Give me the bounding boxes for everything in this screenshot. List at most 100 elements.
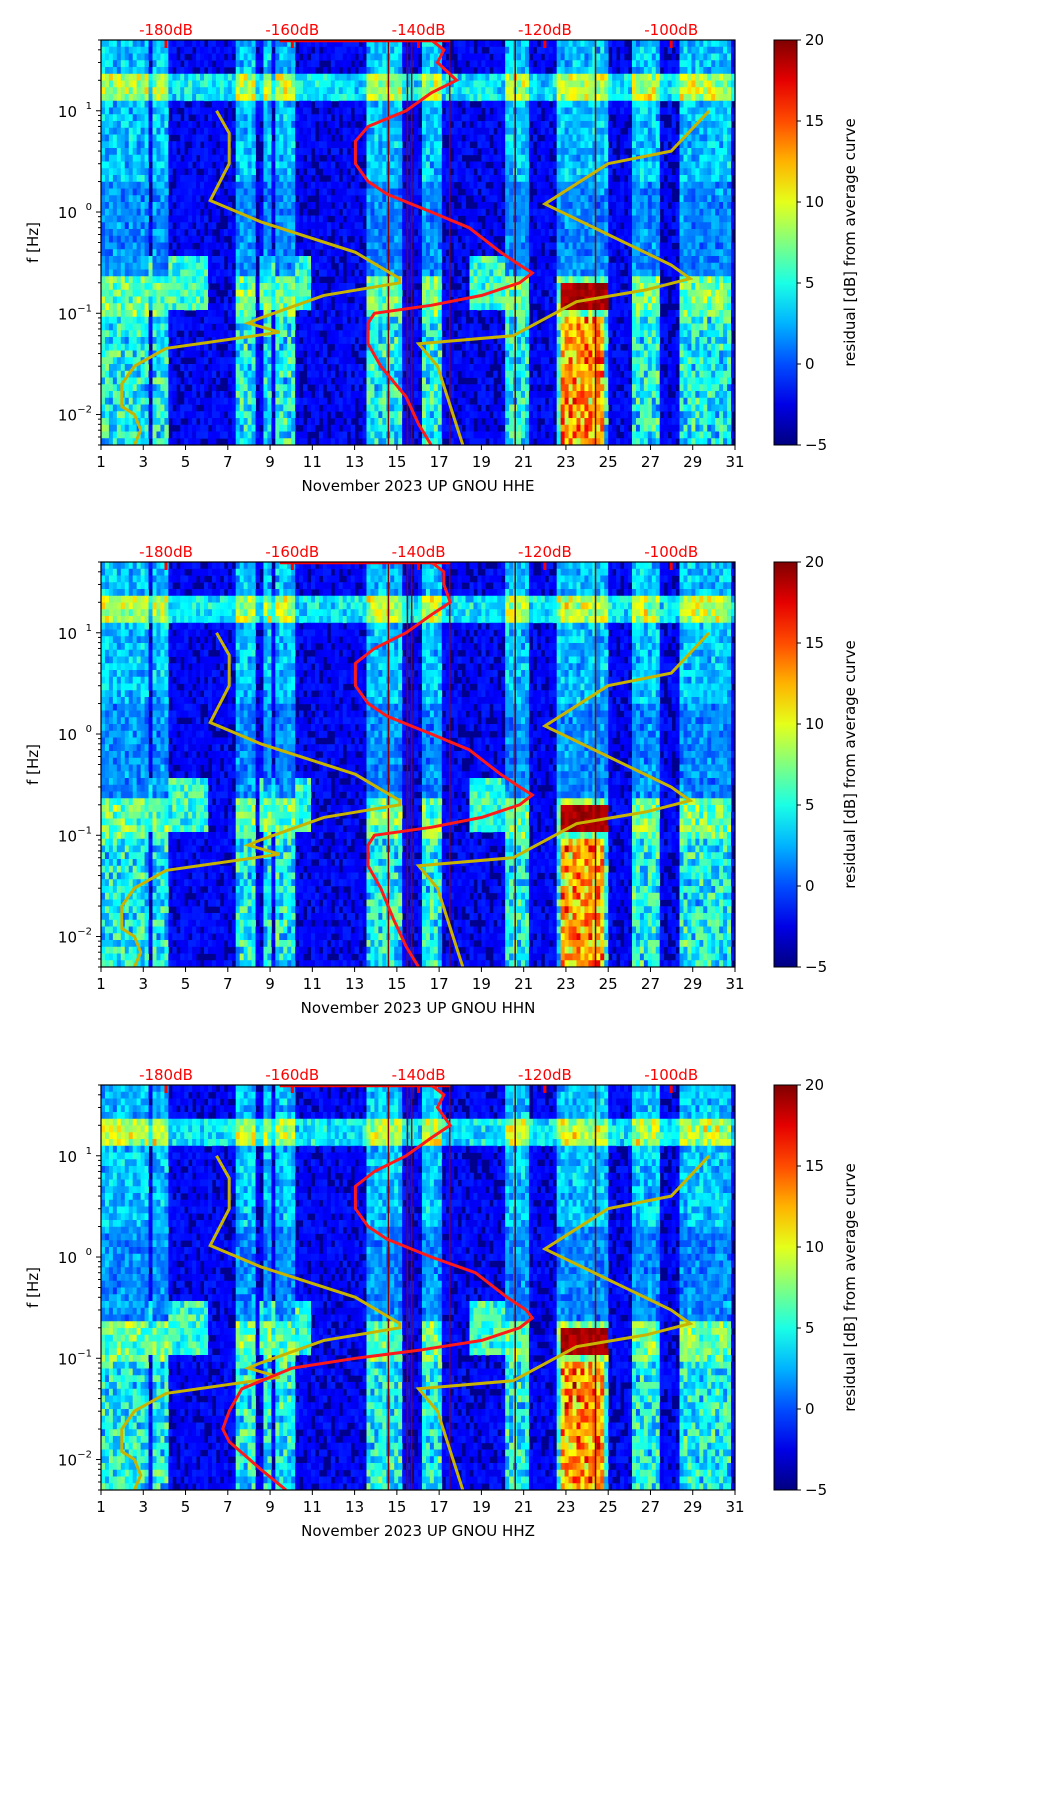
- heatmap-cell: [156, 316, 161, 324]
- heatmap-cell: [299, 411, 304, 419]
- heatmap-cell: [120, 418, 126, 426]
- heatmap-cell: [251, 337, 256, 345]
- heatmap-cell: [350, 397, 355, 405]
- heatmap-cell: [108, 357, 114, 365]
- heatmap-cell: [148, 431, 153, 439]
- heatmap-cell: [370, 222, 375, 230]
- heatmap-cell: [283, 154, 288, 162]
- heatmap-cell: [243, 46, 249, 54]
- heatmap-cell: [362, 370, 367, 378]
- heatmap-cell: [188, 67, 193, 75]
- heatmap-cell: [287, 431, 292, 439]
- heatmap-cell: [366, 175, 371, 183]
- heatmap-cell: [180, 80, 185, 88]
- heatmap-cell: [287, 114, 292, 122]
- heatmap-cell: [160, 438, 165, 445]
- heatmap-cell: [382, 235, 387, 243]
- heatmap-cell: [421, 343, 427, 351]
- heatmap-cell: [267, 418, 272, 426]
- heatmap-cell: [465, 330, 470, 338]
- heatmap-cell: [394, 337, 399, 345]
- heatmap-cell: [211, 114, 217, 122]
- heatmap-cell: [207, 411, 213, 419]
- heatmap-cell: [418, 181, 423, 189]
- heatmap-cell: [299, 350, 304, 358]
- heatmap-cell: [160, 202, 165, 210]
- heatmap-cell: [362, 94, 367, 102]
- heatmap-cell: [342, 242, 348, 250]
- heatmap-cell: [132, 283, 138, 291]
- heatmap-cell: [211, 202, 217, 210]
- heatmap-cell: [358, 229, 363, 237]
- heatmap-cell: [303, 276, 308, 284]
- heatmap-cell: [421, 296, 427, 304]
- heatmap-cell: [307, 269, 312, 277]
- heatmap-cell: [116, 330, 122, 338]
- heatmap-cell: [239, 289, 245, 297]
- heatmap-cell: [112, 114, 118, 122]
- heatmap-cell: [132, 107, 138, 115]
- heatmap-cell: [188, 283, 193, 291]
- heatmap-cell: [441, 175, 447, 183]
- heatmap-cell: [322, 424, 328, 432]
- heatmap-cell: [184, 289, 189, 297]
- heatmap-cell: [231, 154, 237, 162]
- heatmap-cell: [311, 127, 316, 135]
- heatmap-cell: [390, 350, 395, 358]
- heatmap-cell: [120, 316, 126, 324]
- heatmap-cell: [318, 269, 324, 277]
- heatmap-cell: [164, 249, 169, 257]
- heatmap-cell: [366, 370, 371, 378]
- heatmap-cell: [140, 438, 145, 445]
- heatmap-cell: [394, 181, 399, 189]
- heatmap-cell: [457, 168, 462, 176]
- heatmap-cell: [243, 418, 249, 426]
- heatmap-cell: [200, 73, 205, 81]
- heatmap-cell: [200, 431, 205, 439]
- heatmap-cell: [101, 364, 106, 372]
- heatmap-cell: [366, 431, 371, 439]
- heatmap-cell: [215, 256, 221, 264]
- heatmap-cell: [382, 114, 387, 122]
- heatmap-cell: [247, 296, 252, 304]
- heatmap-cell: [148, 411, 153, 419]
- heatmap-cell: [128, 303, 134, 311]
- heatmap-cell: [295, 256, 300, 264]
- heatmap-cell: [120, 134, 126, 142]
- heatmap-cell: [207, 262, 213, 270]
- heatmap-cell: [275, 134, 280, 142]
- heatmap-cell: [239, 411, 245, 419]
- heatmap-cell: [291, 404, 296, 412]
- heatmap-cell: [461, 181, 466, 189]
- heatmap-cell: [235, 40, 241, 48]
- heatmap-cell: [295, 188, 300, 196]
- heatmap-cell: [279, 222, 284, 230]
- heatmap-cell: [457, 46, 462, 54]
- heatmap-cell: [390, 107, 395, 115]
- heatmap-cell: [477, 40, 482, 48]
- heatmap-cell: [370, 384, 375, 392]
- heatmap-cell: [358, 87, 363, 95]
- heatmap-cell: [227, 404, 233, 412]
- heatmap-cell: [192, 296, 197, 304]
- heatmap-cell: [144, 53, 149, 61]
- heatmap-cell: [124, 397, 130, 405]
- heatmap-cell: [421, 310, 427, 318]
- heatmap-cell: [247, 283, 252, 291]
- heatmap-cell: [418, 141, 423, 149]
- heatmap-cell: [108, 350, 114, 358]
- heatmap-cell: [334, 404, 340, 412]
- heatmap-cell: [299, 310, 304, 318]
- heatmap-cell: [390, 364, 395, 372]
- heatmap-cell: [200, 249, 205, 257]
- heatmap-cell: [247, 337, 252, 345]
- heatmap-cell: [101, 154, 106, 162]
- heatmap-cell: [180, 121, 185, 129]
- heatmap-cell: [283, 431, 288, 439]
- heatmap-cell: [314, 337, 320, 345]
- heatmap-cell: [112, 391, 118, 399]
- heatmap-cell: [251, 235, 256, 243]
- heatmap-cell: [291, 114, 296, 122]
- heatmap-cell: [108, 337, 114, 345]
- heatmap-cell: [196, 431, 201, 439]
